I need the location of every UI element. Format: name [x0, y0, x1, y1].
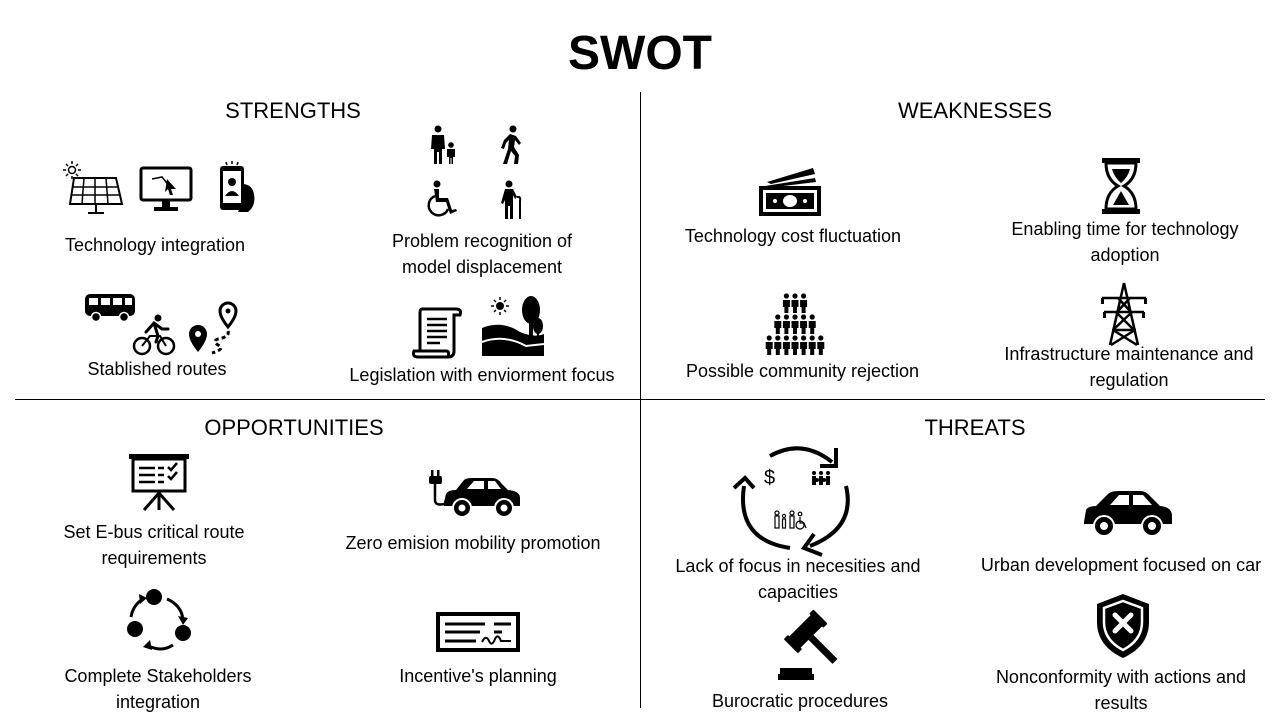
page-title: SWOT — [568, 27, 712, 80]
landscape-icon — [481, 296, 545, 356]
incentives-label: Incentive's planning — [399, 666, 557, 686]
cycle-network-icon — [127, 589, 191, 651]
weaknesses-heading: WEAKNESSES — [897, 98, 1053, 123]
stakeholders-text: Complete Stakeholders integration — [64, 666, 252, 712]
monitor-icon — [139, 166, 193, 211]
gavel-icon — [778, 609, 838, 680]
power-tower-icon — [1101, 282, 1147, 347]
urban-development-label: Urban development focused on car — [980, 555, 1262, 575]
route-pin-icon — [189, 301, 238, 355]
enabling-time-text: Enabling time for technology adoption — [1011, 219, 1239, 265]
walking-person-icon — [501, 125, 521, 164]
crowd-icon — [765, 293, 825, 355]
enabling-time-label: Enabling time for technology adoption — [985, 216, 1265, 268]
wheelchair-icon — [427, 180, 457, 217]
technology-cost-label: Technology cost fluctuation — [684, 226, 902, 246]
horizontal-divider — [15, 399, 1265, 400]
ebus-requirements-text: Set E-bus critical route requirements — [63, 522, 245, 568]
problem-recognition-text: Problem recognition of model displacemen… — [391, 231, 573, 277]
lack-of-focus-text: Lack of focus in necesities and capaciti… — [675, 556, 921, 602]
scroll-icon — [412, 307, 462, 359]
community-rejection-label: Possible community rejection — [685, 361, 920, 381]
bus-icon — [85, 294, 135, 323]
hourglass-icon — [1102, 158, 1140, 214]
infrastructure-label: Infrastructure maintenance and regulatio… — [985, 341, 1273, 393]
lack-of-focus-label: Lack of focus in necesities and capaciti… — [653, 553, 943, 605]
legislation-label: Legislation with enviorment focus — [349, 365, 615, 385]
technology-integration-label: Technology integration — [64, 235, 246, 255]
check-document-icon — [436, 612, 520, 652]
banknote-icon — [759, 168, 821, 216]
elderly-person-icon — [501, 180, 522, 219]
needs-cycle-icon: $ — [732, 446, 850, 557]
stablished-routes-label: Stablished routes — [87, 359, 227, 379]
nonconformity-text: Nonconformity with actions and results — [995, 667, 1247, 713]
stakeholders-label: Complete Stakeholders integration — [40, 663, 276, 715]
vertical-divider — [640, 92, 641, 708]
infrastructure-text: Infrastructure maintenance and regulatio… — [1004, 344, 1254, 390]
car-icon — [1084, 491, 1172, 537]
svg-text:$: $ — [764, 467, 775, 489]
threats-heading: THREATS — [924, 415, 1026, 440]
strengths-heading: STRENGTHS — [225, 98, 361, 123]
nonconformity-label: Nonconformity with actions and results — [990, 664, 1252, 716]
bicycle-icon — [132, 314, 176, 356]
ebus-requirements-label: Set E-bus critical route requirements — [40, 519, 268, 571]
burocratic-label: Burocratic procedures — [711, 691, 889, 711]
smartphone-icon — [220, 161, 255, 212]
presentation-board-icon — [129, 454, 189, 511]
opportunities-heading: OPPORTUNITIES — [204, 415, 384, 440]
zero-emission-label: Zero emision mobility promotion — [345, 533, 601, 553]
electric-car-icon — [429, 470, 520, 518]
shield-x-icon — [1097, 594, 1149, 658]
parent-child-icon — [431, 125, 455, 164]
problem-recognition-label: Problem recognition of model displacemen… — [352, 228, 612, 280]
solar-panel-icon — [63, 161, 124, 214]
